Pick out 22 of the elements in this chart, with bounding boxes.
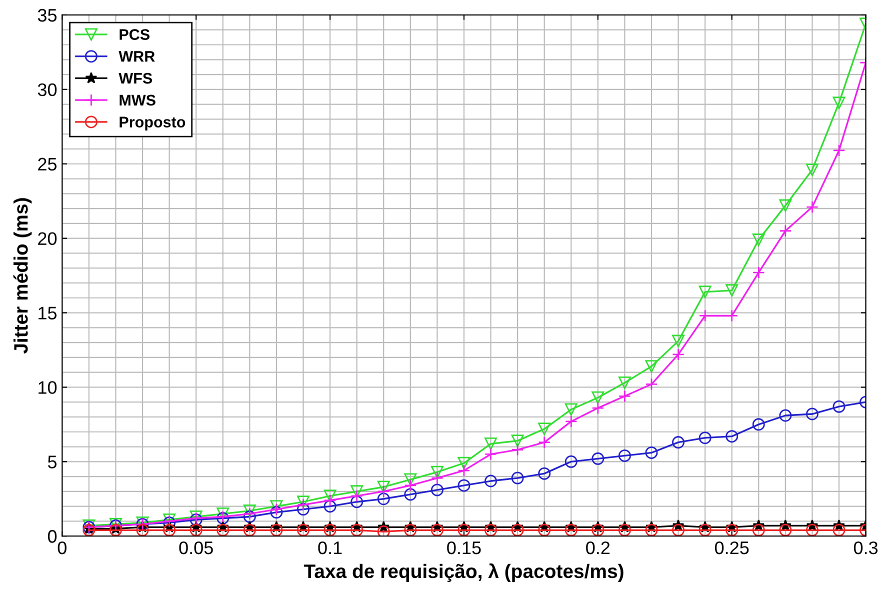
- x-tick-label: 0.25: [714, 541, 749, 554]
- y-tick-label: 5: [48, 456, 57, 468]
- y-axis-title: Jitter médio (ms): [13, 198, 32, 354]
- x-tick-label: 0.1: [318, 541, 342, 554]
- legend-label: WFS: [118, 72, 152, 84]
- legend-label: MWS: [120, 94, 156, 106]
- y-tick-label: 20: [38, 232, 57, 246]
- legend-label: Proposto: [120, 116, 186, 130]
- legend-label: PCS: [120, 29, 150, 40]
- y-tick-label: 0: [48, 530, 57, 543]
- x-tick-label: 0.2: [586, 541, 610, 554]
- legend-label: WRR: [118, 51, 155, 62]
- x-tick-label: 0: [58, 541, 66, 554]
- y-tick-label: 25: [38, 158, 57, 171]
- y-tick-label: 30: [38, 83, 57, 96]
- y-tick-label: 35: [38, 8, 57, 22]
- x-tick-label: 0.15: [447, 541, 481, 554]
- x-tick-label: 0.05: [179, 541, 213, 554]
- x-tick-label: 0.3: [854, 541, 878, 554]
- y-tick-label: 15: [38, 306, 57, 320]
- y-tick-label: 10: [38, 381, 57, 394]
- x-axis-title: Taxa de requisição, λ (pacotes/ms): [304, 563, 624, 582]
